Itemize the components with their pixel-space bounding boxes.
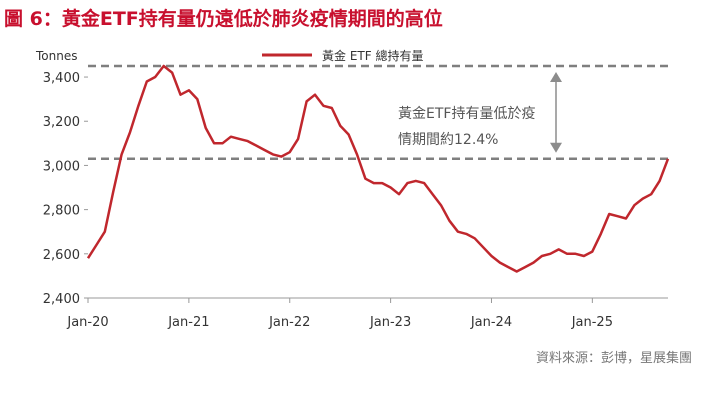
legend-label: 黃金 ETF 總持有量 [322, 48, 423, 63]
annotation-text-line: 情期間約12.4% [398, 132, 498, 148]
annotation-text-line: 黃金ETF持有量低於疫 [398, 106, 535, 122]
series-line-gold-etf-holdings [86, 64, 670, 273]
x-tick-label: Jan-21 [167, 315, 209, 330]
x-tick-label: Jan-25 [571, 315, 613, 330]
figure-title: 圖 6：黃金ETF持有量仍遠低於肺炎疫情期間的高位 [4, 8, 443, 30]
y-tick-label: 2,800 [43, 204, 80, 219]
y-tick-label: 2,600 [43, 248, 80, 263]
x-tick-label: Jan-20 [66, 315, 108, 330]
y-tick-label: 3,200 [43, 115, 80, 130]
y-tick-label: 3,000 [43, 159, 80, 174]
y-axis-unit-label: Tonnes [35, 49, 77, 63]
x-tick-label: Jan-24 [470, 315, 512, 330]
gap-arrow-head-up [550, 72, 562, 82]
x-tick-label: Jan-22 [268, 315, 310, 330]
x-tick-label: Jan-23 [369, 315, 411, 330]
y-tick-label: 3,400 [43, 71, 80, 86]
gap-arrow-head-down [550, 142, 562, 153]
source-note: 資料來源：彭博，星展集團 [536, 350, 692, 366]
y-tick-label: 2,400 [43, 292, 80, 307]
